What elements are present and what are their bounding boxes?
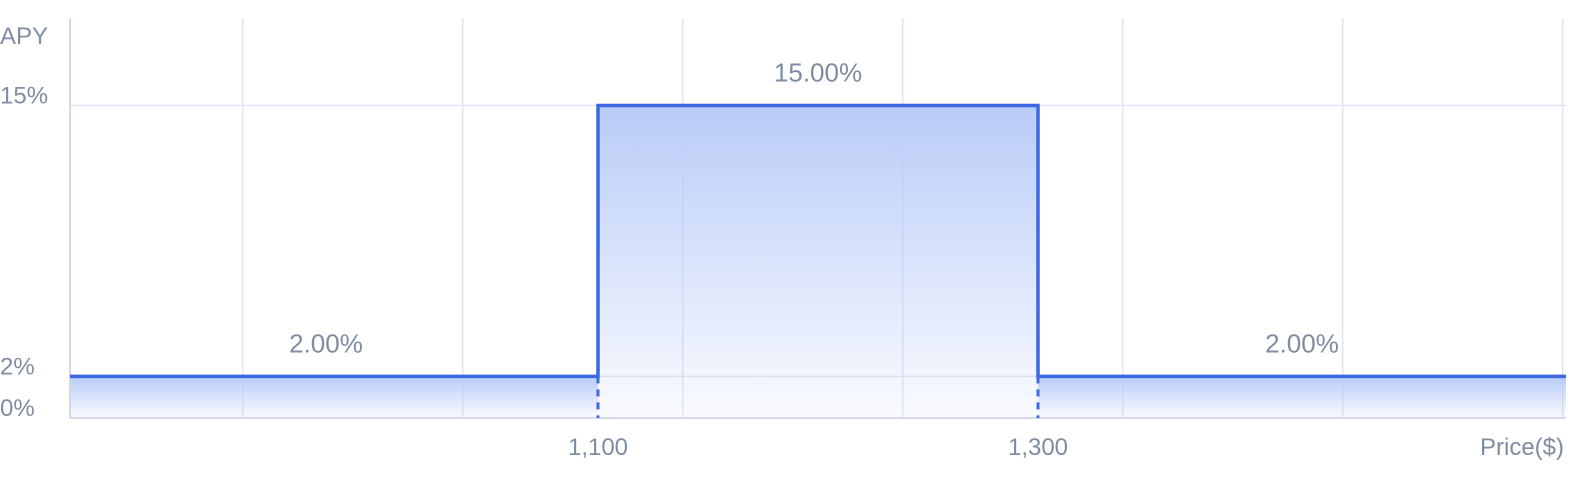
- axes: [69, 18, 1566, 419]
- data-label-segment-3: 2.00%: [1265, 328, 1339, 358]
- area-segment-3: [1038, 376, 1566, 418]
- area-fills: [70, 105, 1566, 418]
- area-segment-1: [70, 376, 598, 418]
- data-label-segment-1: 2.00%: [289, 328, 363, 358]
- x-tick-label: 1,300: [1008, 434, 1068, 461]
- y-tick-label: 2%: [0, 353, 35, 380]
- y-tick-label: 15%: [0, 83, 48, 110]
- labels: 2.00% 15.00% 2.00% 15% 2% 0% APY 1,100 1,300 Pric…: [0, 23, 1564, 461]
- step-line: [70, 103, 1566, 418]
- x-tick-label: 1,100: [568, 434, 628, 461]
- y-axis-label: APY: [0, 23, 48, 50]
- apy-step-line: [70, 103, 1566, 379]
- data-label-segment-2: 15.00%: [774, 58, 862, 88]
- y-tick-label: 0%: [0, 395, 35, 422]
- area-segment-2: [598, 105, 1038, 418]
- x-axis-label: Price($): [1480, 434, 1564, 461]
